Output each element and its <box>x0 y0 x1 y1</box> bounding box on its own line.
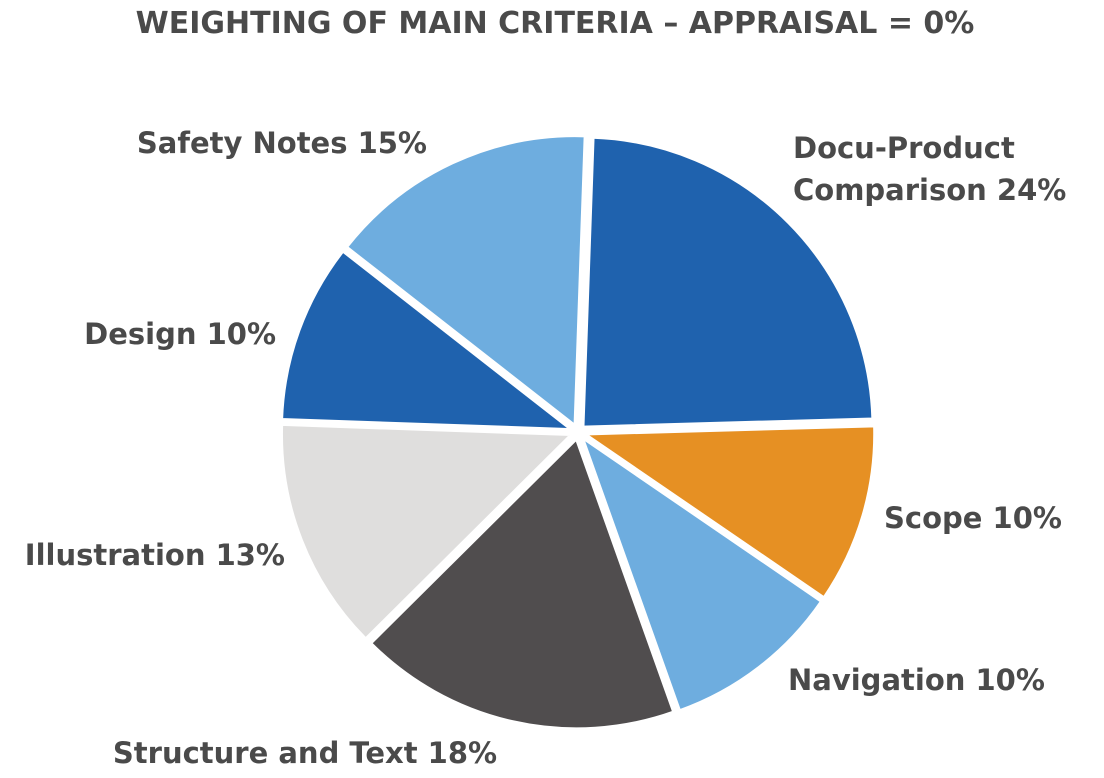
slice-label-line: Structure and Text 18% <box>113 736 497 770</box>
slice-label-docu-product-comparison: Docu-Product Comparison 24% <box>793 131 1066 207</box>
slice-label-structure-and-text: Structure and Text 18% <box>113 736 497 770</box>
slice-label-line: Safety Notes 15% <box>137 126 427 160</box>
pie-slice-safety-notes <box>344 134 587 429</box>
slice-label-navigation: Navigation 10% <box>788 663 1045 697</box>
pie-slice-scope <box>580 424 877 600</box>
slice-label-line: Comparison 24% <box>793 173 1066 207</box>
pie-slice-structure-and-text <box>368 436 676 731</box>
slice-label-line: Design 10% <box>84 317 276 351</box>
slice-label-line: Illustration 13% <box>25 538 285 572</box>
chart-title: WEIGHTING OF MAIN CRITERIA – APPRAISAL =… <box>136 6 975 41</box>
slice-label-line: Navigation 10% <box>788 663 1045 697</box>
slice-label-line: Scope 10% <box>884 501 1062 535</box>
slice-label-safety-notes: Safety Notes 15% <box>137 126 427 160</box>
pie-labels: Docu-Product Comparison 24% Scope 10% Navig… <box>25 126 1067 770</box>
pie-slice-docu-product-comparison <box>581 135 875 429</box>
pie-slice-illustration <box>280 422 575 642</box>
pie-slice-navigation <box>579 433 824 713</box>
slice-label-scope: Scope 10% <box>884 501 1062 535</box>
slice-label-illustration: Illustration 13% <box>25 538 285 572</box>
slice-label-line: Docu-Product <box>793 131 1015 165</box>
slice-label-design: Design 10% <box>84 317 276 351</box>
pie-slices <box>280 134 877 731</box>
pie-slice-design <box>280 248 576 432</box>
